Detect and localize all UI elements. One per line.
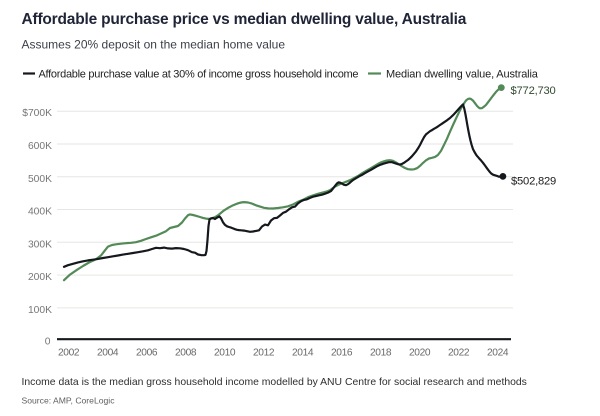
svg-text:2022: 2022 xyxy=(448,348,470,359)
svg-text:2012: 2012 xyxy=(253,348,275,359)
svg-text:500K: 500K xyxy=(28,174,52,185)
svg-text:2002: 2002 xyxy=(58,348,80,359)
svg-text:2016: 2016 xyxy=(331,348,353,359)
svg-text:Income data is the median gros: Income data is the median gross househol… xyxy=(22,377,527,388)
svg-text:200K: 200K xyxy=(28,272,52,283)
svg-text:0: 0 xyxy=(45,336,51,347)
svg-text:2020: 2020 xyxy=(409,348,431,359)
svg-text:Source: AMP, CoreLogic: Source: AMP, CoreLogic xyxy=(22,396,116,406)
svg-text:400K: 400K xyxy=(28,207,52,218)
svg-text:2018: 2018 xyxy=(370,348,392,359)
svg-text:2008: 2008 xyxy=(175,348,197,359)
svg-text:$502,829: $502,829 xyxy=(511,175,556,187)
svg-text:$772,730: $772,730 xyxy=(511,85,556,97)
svg-text:Median dwelling value, Austral: Median dwelling value, Australia xyxy=(386,69,539,81)
svg-text:2010: 2010 xyxy=(214,348,236,359)
svg-text:2006: 2006 xyxy=(136,348,158,359)
svg-text:Assumes 20% deposit on the med: Assumes 20% deposit on the median home v… xyxy=(22,38,286,52)
svg-text:2014: 2014 xyxy=(292,348,314,359)
svg-text:Affordable purchase price vs m: Affordable purchase price vs median dwel… xyxy=(22,11,467,28)
svg-text:Affordable purchase value at 3: Affordable purchase value at 30% of inco… xyxy=(39,69,359,81)
svg-text:600K: 600K xyxy=(28,141,52,152)
svg-text:300K: 300K xyxy=(28,239,52,250)
svg-text:$700K: $700K xyxy=(22,108,52,119)
svg-text:100K: 100K xyxy=(28,305,52,316)
svg-text:2004: 2004 xyxy=(97,348,119,359)
svg-text:2024: 2024 xyxy=(487,348,509,359)
